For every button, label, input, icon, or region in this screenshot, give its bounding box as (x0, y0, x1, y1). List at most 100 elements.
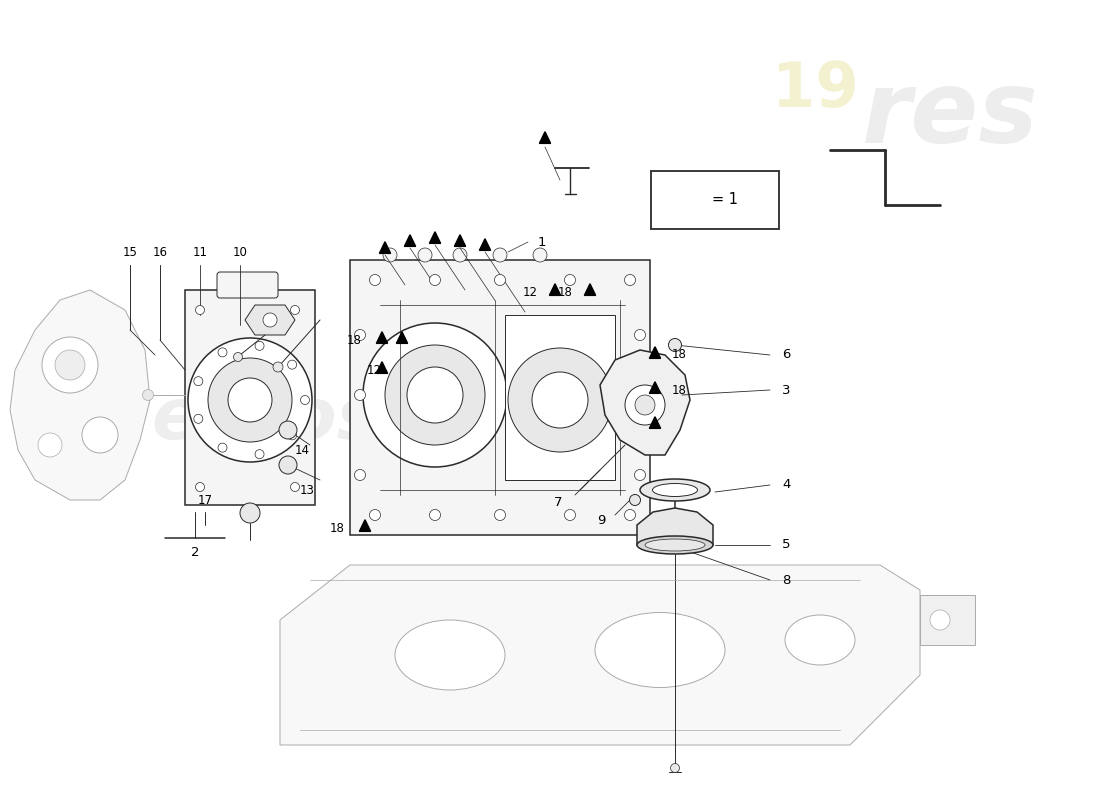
Text: 3: 3 (782, 383, 791, 397)
Text: 16: 16 (153, 246, 167, 258)
Polygon shape (396, 332, 408, 343)
Polygon shape (376, 362, 387, 374)
Text: 2: 2 (190, 546, 199, 559)
Text: 18: 18 (330, 522, 345, 534)
Ellipse shape (785, 615, 855, 665)
Circle shape (354, 390, 365, 401)
Circle shape (194, 377, 202, 386)
Circle shape (635, 330, 646, 341)
Circle shape (82, 417, 118, 453)
Text: 5: 5 (782, 538, 791, 551)
Circle shape (429, 510, 440, 521)
Circle shape (383, 248, 397, 262)
Circle shape (290, 482, 299, 491)
Polygon shape (539, 132, 551, 143)
FancyBboxPatch shape (920, 595, 975, 645)
Circle shape (279, 456, 297, 474)
Polygon shape (649, 346, 661, 358)
Text: 18: 18 (672, 349, 686, 362)
Circle shape (625, 274, 636, 286)
Polygon shape (280, 565, 920, 745)
Circle shape (370, 510, 381, 521)
FancyBboxPatch shape (505, 315, 615, 480)
Circle shape (218, 443, 227, 452)
Text: 19: 19 (771, 60, 858, 120)
Circle shape (493, 248, 507, 262)
Circle shape (370, 274, 381, 286)
Circle shape (532, 372, 588, 428)
Polygon shape (185, 290, 315, 505)
Circle shape (635, 395, 654, 415)
Text: 4: 4 (782, 478, 791, 491)
Circle shape (196, 306, 205, 314)
Circle shape (564, 274, 575, 286)
Circle shape (534, 248, 547, 262)
Polygon shape (379, 242, 390, 254)
Circle shape (385, 345, 485, 445)
Text: 10: 10 (232, 246, 248, 258)
Circle shape (407, 367, 463, 423)
Circle shape (255, 450, 264, 458)
Circle shape (290, 306, 299, 314)
Circle shape (255, 342, 264, 350)
Circle shape (194, 414, 202, 423)
Circle shape (287, 431, 297, 440)
FancyBboxPatch shape (217, 272, 278, 298)
Circle shape (495, 274, 506, 286)
Circle shape (508, 348, 612, 452)
Circle shape (218, 348, 227, 357)
Circle shape (635, 390, 646, 401)
Polygon shape (600, 350, 690, 455)
Text: 13: 13 (300, 483, 315, 497)
Circle shape (418, 248, 432, 262)
Circle shape (625, 510, 636, 521)
Circle shape (240, 503, 260, 523)
Polygon shape (584, 284, 595, 295)
Text: res: res (861, 66, 1038, 163)
Circle shape (228, 378, 272, 422)
Polygon shape (350, 260, 650, 535)
Polygon shape (549, 284, 561, 295)
FancyBboxPatch shape (651, 171, 779, 229)
Text: 18: 18 (672, 383, 686, 397)
Circle shape (625, 385, 666, 425)
Text: 9: 9 (596, 514, 605, 526)
Polygon shape (480, 238, 491, 250)
Ellipse shape (640, 479, 710, 501)
Text: 12: 12 (522, 286, 538, 298)
Polygon shape (649, 417, 661, 428)
Circle shape (354, 330, 365, 341)
Polygon shape (649, 382, 661, 394)
Circle shape (279, 421, 297, 439)
Text: 17: 17 (198, 494, 212, 506)
Polygon shape (454, 234, 465, 246)
Text: 1: 1 (538, 235, 547, 249)
Text: = 1: = 1 (712, 193, 738, 207)
Circle shape (188, 338, 312, 462)
Circle shape (196, 482, 205, 491)
Circle shape (429, 274, 440, 286)
Circle shape (564, 510, 575, 521)
Text: a passion for parts since 1985: a passion for parts since 1985 (373, 648, 668, 692)
Ellipse shape (637, 536, 713, 554)
Circle shape (300, 395, 309, 405)
Text: eurospares: eurospares (152, 386, 608, 454)
Ellipse shape (652, 483, 697, 497)
Text: 12: 12 (367, 363, 382, 377)
Circle shape (354, 470, 365, 481)
Text: 14: 14 (295, 443, 310, 457)
Polygon shape (405, 234, 416, 246)
Circle shape (273, 362, 283, 372)
Polygon shape (429, 232, 441, 243)
Circle shape (363, 323, 507, 467)
Circle shape (39, 433, 62, 457)
Circle shape (629, 494, 640, 506)
Text: 8: 8 (782, 574, 791, 586)
Text: 11: 11 (192, 246, 208, 258)
Text: 15: 15 (122, 246, 138, 258)
Text: 7: 7 (553, 495, 562, 509)
Circle shape (42, 337, 98, 393)
Circle shape (208, 358, 292, 442)
Ellipse shape (395, 620, 505, 690)
Ellipse shape (595, 613, 725, 687)
